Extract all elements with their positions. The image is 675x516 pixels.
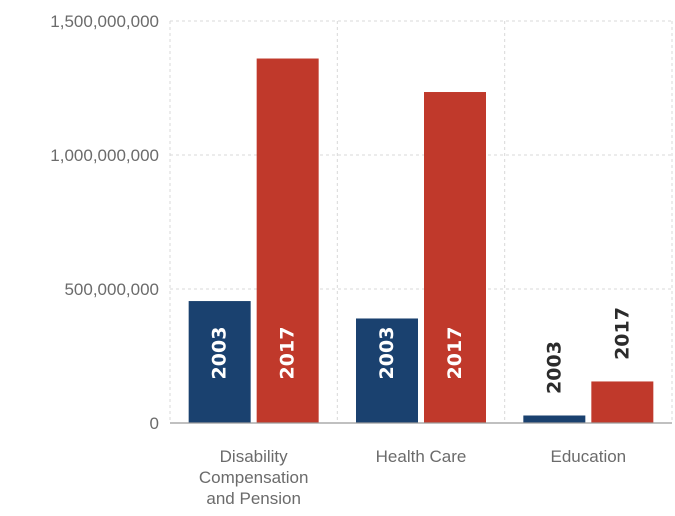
bar-label: 2017 — [277, 327, 299, 380]
bar-layer: 2003 2017 2003 2017 2003 2017 — [188, 58, 654, 424]
x-category-label: Health Care — [376, 447, 467, 466]
y-tick-label: 0 — [150, 414, 159, 433]
x-category-label: Disability Compensation and Pension — [199, 447, 309, 508]
grid-layer — [169, 20, 673, 423]
x-category-label: Education — [551, 447, 627, 466]
x-axis-categories: Disability Compensation and Pension Health … — [199, 447, 626, 508]
bar-label: 2003 — [376, 327, 398, 380]
bar-2003 — [188, 301, 251, 423]
y-tick-label: 1,000,000,000 — [50, 146, 159, 165]
bar-2017 — [424, 92, 486, 424]
bar-label: 2003 — [543, 341, 565, 394]
y-tick-label: 500,000,000 — [64, 280, 159, 299]
bar-2017 — [256, 58, 319, 424]
bar-label: 2017 — [611, 307, 633, 360]
bar-2017 — [591, 381, 654, 423]
bar-label: 2003 — [209, 327, 231, 380]
y-tick-label: 1,500,000,000 — [50, 12, 159, 31]
bar-2003 — [523, 415, 586, 423]
bar-label: 2017 — [444, 327, 466, 380]
bar-2003 — [356, 318, 418, 423]
y-axis-ticks: 0 500,000,000 1,000,000,000 1,500,000,000 — [50, 12, 159, 433]
